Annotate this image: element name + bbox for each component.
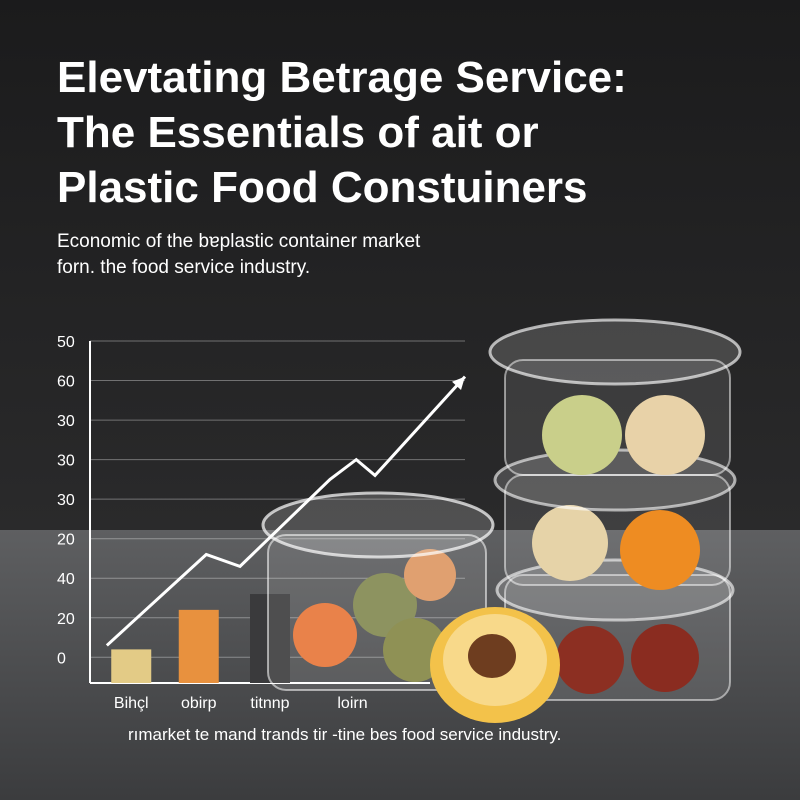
trend-arrowhead xyxy=(452,376,465,391)
fruit xyxy=(404,549,456,601)
title-line: The Essentials of ait or xyxy=(57,108,539,157)
subtitle-line: forn. the food service industry. xyxy=(57,257,310,278)
y-tick-label: 30 xyxy=(57,492,75,509)
fruit xyxy=(353,573,417,637)
y-tick-label: 20 xyxy=(57,532,75,549)
peach-half xyxy=(430,607,560,723)
trend-line xyxy=(105,375,467,647)
y-tick-label: 20 xyxy=(57,611,75,628)
container-stack xyxy=(488,318,742,701)
fruit xyxy=(542,395,622,475)
subtitle-line: Economic of the bɐplastic container mark… xyxy=(57,231,421,252)
x-tick-label: titnnp xyxy=(250,695,289,712)
peach-pit xyxy=(468,634,516,678)
bar xyxy=(111,649,152,683)
y-tick-label: 60 xyxy=(57,374,75,391)
fruit xyxy=(556,626,624,694)
caption: rımarket te mand trands tir -tine bes fo… xyxy=(128,725,561,744)
container-lid xyxy=(488,318,742,386)
x-tick-label: obirp xyxy=(181,695,217,712)
fruit xyxy=(620,510,700,590)
containers xyxy=(261,318,742,723)
container-front xyxy=(261,491,495,691)
x-tick-label: loirn xyxy=(337,695,367,712)
y-tick-label: 30 xyxy=(57,413,75,430)
bar xyxy=(250,594,290,683)
y-tick-label: 40 xyxy=(57,571,75,588)
bar xyxy=(178,609,219,683)
y-tick-label: 30 xyxy=(57,453,75,470)
fruit xyxy=(293,603,357,667)
title-line: Plastic Food Constuiners xyxy=(57,163,588,212)
fruit xyxy=(631,624,699,692)
container-lid xyxy=(261,491,495,559)
y-tick-label: 0 xyxy=(57,650,66,667)
title-line: Elevtating Betrage Service: xyxy=(57,53,627,102)
y-tick-label: 50 xyxy=(57,334,75,351)
fruit xyxy=(625,395,705,475)
x-tick-label: Bihçl xyxy=(114,695,149,712)
fruit xyxy=(532,505,608,581)
